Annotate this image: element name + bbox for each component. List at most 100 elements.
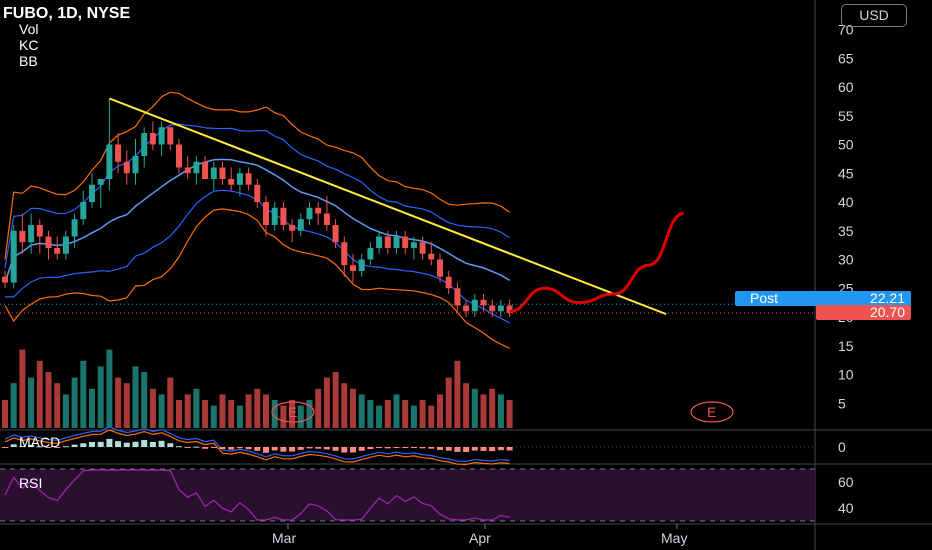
macd-histogram-bar bbox=[437, 447, 443, 450]
candle-body bbox=[193, 161, 200, 174]
macd-line bbox=[4, 426, 510, 463]
macd-tick: 0 bbox=[838, 439, 846, 455]
candle-body bbox=[176, 144, 182, 168]
earnings-marker bbox=[271, 401, 315, 423]
macd-histogram-bar bbox=[271, 447, 278, 451]
currency-button[interactable]: USD bbox=[841, 4, 907, 27]
volume-bar bbox=[323, 377, 330, 428]
candle-body bbox=[132, 156, 139, 174]
macd-histogram-bar bbox=[158, 440, 165, 447]
macd-histogram-bar bbox=[45, 447, 52, 448]
macd-histogram-bar bbox=[471, 447, 478, 451]
volume-bar bbox=[419, 400, 426, 428]
volume-bar bbox=[10, 383, 17, 428]
macd-histogram-bar bbox=[497, 447, 504, 451]
macd-histogram-bar bbox=[332, 447, 339, 451]
macd-histogram-bar bbox=[193, 446, 200, 448]
price-tick-50: 50 bbox=[838, 137, 854, 153]
volume-bar bbox=[480, 394, 487, 428]
candle-body bbox=[236, 173, 243, 185]
volume-bar bbox=[341, 383, 348, 428]
rsi-tick-40: 40 bbox=[838, 500, 854, 516]
volume-bar bbox=[428, 405, 435, 428]
candle-body bbox=[428, 253, 435, 260]
macd-histogram-bar bbox=[506, 447, 513, 451]
volume-bar bbox=[384, 400, 391, 428]
macd-histogram-bar bbox=[454, 447, 461, 452]
volume-bar bbox=[158, 394, 165, 428]
volume-bar bbox=[210, 405, 217, 428]
volume-bar bbox=[115, 377, 122, 428]
volume-bar bbox=[80, 360, 87, 428]
indicator-vol: Vol bbox=[19, 21, 39, 37]
candle-body bbox=[141, 133, 148, 156]
rsi-tick-60: 60 bbox=[838, 474, 854, 490]
volume-bar bbox=[358, 394, 365, 428]
rsi-band bbox=[0, 469, 815, 521]
symbol-title: FUBO, 1D, NYSE bbox=[3, 5, 131, 22]
macd-histogram-bar bbox=[445, 447, 452, 451]
volume-bar bbox=[193, 388, 200, 428]
macd-histogram-bar bbox=[80, 443, 87, 447]
earnings-marker-label: E bbox=[288, 404, 297, 420]
volume-bar bbox=[489, 388, 496, 428]
macd-histogram-bar bbox=[263, 447, 269, 453]
volume-bar bbox=[454, 360, 461, 428]
macd-histogram-bar bbox=[367, 447, 374, 450]
candle-body bbox=[106, 144, 113, 179]
macd-histogram-bar bbox=[323, 447, 330, 450]
macd-histogram-bar bbox=[419, 447, 426, 449]
price-tick-30: 30 bbox=[838, 252, 854, 268]
candle-body bbox=[480, 299, 487, 306]
candle-body bbox=[184, 167, 191, 174]
kc-lower-line bbox=[4, 208, 510, 349]
volume-bar bbox=[236, 405, 243, 428]
candle-body bbox=[202, 161, 209, 179]
projection-curve bbox=[509, 212, 684, 313]
candle-body bbox=[419, 242, 426, 254]
volume-bar bbox=[410, 405, 417, 428]
candle-body bbox=[167, 127, 174, 145]
macd-histogram-bar bbox=[184, 447, 191, 448]
volume-bar bbox=[62, 394, 69, 428]
candle-body bbox=[289, 225, 296, 231]
candle-body bbox=[245, 173, 252, 185]
volume-bar bbox=[271, 400, 278, 428]
candle-body bbox=[341, 242, 348, 266]
time-label-may: May bbox=[661, 530, 687, 546]
time-label-mar: Mar bbox=[272, 530, 296, 546]
volume-bar bbox=[149, 388, 156, 428]
post-price-tag: Post 22.21 bbox=[735, 291, 911, 306]
volume-bar bbox=[367, 400, 374, 428]
candle-body bbox=[158, 127, 165, 145]
macd-histogram-bar bbox=[19, 446, 26, 447]
candle-body bbox=[489, 305, 496, 312]
volume-bar bbox=[245, 394, 252, 428]
candle-body bbox=[263, 202, 269, 225]
candle-body bbox=[123, 161, 130, 174]
time-label-apr: Apr bbox=[469, 530, 491, 546]
macd-histogram-bar bbox=[384, 447, 391, 449]
macd-histogram-bar bbox=[97, 441, 104, 447]
macd-histogram-bar bbox=[315, 447, 322, 449]
volume-bar bbox=[28, 377, 35, 428]
volume-bar bbox=[202, 400, 209, 428]
volume-bar bbox=[393, 394, 400, 428]
candle-body bbox=[62, 236, 69, 254]
candle-body bbox=[315, 207, 322, 214]
macd-histogram-bar bbox=[489, 447, 496, 452]
macd-histogram-bar bbox=[202, 447, 209, 449]
candle-body bbox=[332, 225, 339, 243]
volume-bar bbox=[54, 383, 61, 428]
macd-label: MACD bbox=[19, 434, 61, 450]
macd-histogram-bar bbox=[115, 441, 122, 447]
rsi-line bbox=[4, 469, 510, 521]
macd-histogram-bar bbox=[245, 447, 252, 450]
candle-body bbox=[45, 236, 52, 248]
candle-body bbox=[28, 225, 35, 243]
volume-bar bbox=[471, 388, 478, 428]
candle-body bbox=[367, 248, 374, 260]
price-tick-40: 40 bbox=[838, 194, 854, 210]
kc-upper-line bbox=[4, 91, 510, 260]
